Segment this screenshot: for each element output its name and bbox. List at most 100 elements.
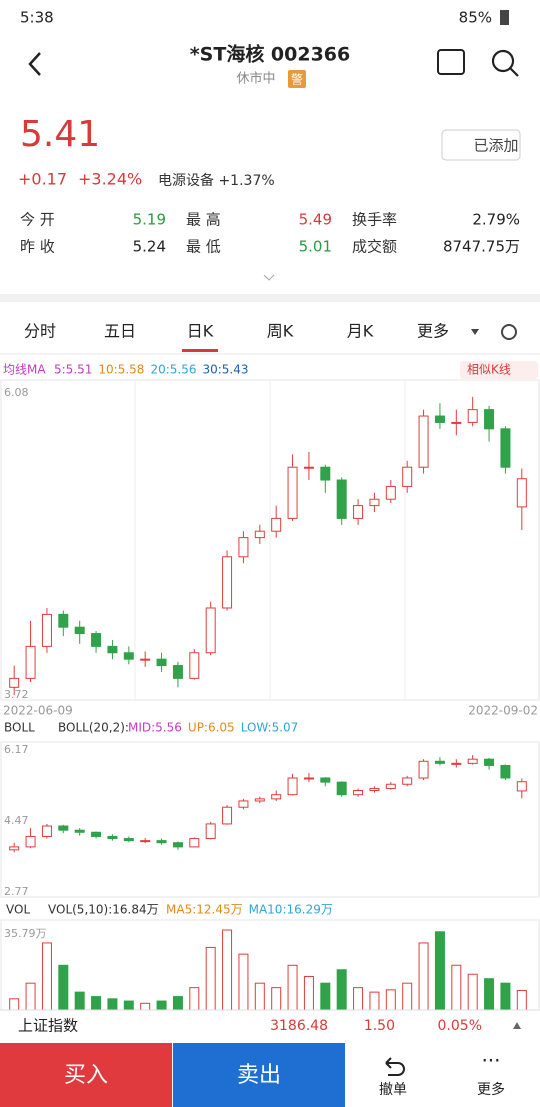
volume-bar <box>484 978 495 1011</box>
volume-bar <box>320 982 331 1011</box>
y-tick-label: 4.47 <box>4 814 29 827</box>
tab[interactable]: 月K <box>347 322 374 341</box>
watch-text: 已添加 <box>473 137 518 155</box>
cancel-icon[interactable] <box>385 1057 405 1076</box>
candle-body <box>402 466 413 487</box>
index-pct: 0.05% <box>438 1018 482 1034</box>
volume-bar <box>74 991 85 1011</box>
settings-button[interactable] <box>501 324 517 340</box>
tab[interactable]: 周K <box>267 322 294 341</box>
volume-bar <box>91 996 102 1011</box>
volume-bar <box>271 987 282 1011</box>
candle-body <box>254 798 265 802</box>
vol-label: VOL <box>6 903 30 917</box>
stock-title: *ST海核 002366 <box>190 43 351 66</box>
volume-bar <box>500 982 511 1011</box>
stats: 今 开 5.19 最 高 5.49 换手率 2.79% 昨 收 5.24 最 低 5.01 成交额 8… <box>20 211 520 256</box>
candle-body <box>172 842 183 848</box>
watch-button[interactable] <box>441 129 521 161</box>
change: +0.17 <box>18 170 67 189</box>
ma-label: 均线MA <box>3 363 46 377</box>
index-toggle[interactable] <box>513 1022 521 1029</box>
candle-body <box>205 823 216 840</box>
candle-body <box>336 479 347 519</box>
candle-body <box>484 409 495 430</box>
candle-body <box>25 835 36 848</box>
volume-bar <box>140 1002 151 1011</box>
sector[interactable]: 电源设备 +1.37% <box>158 172 275 189</box>
sell-button[interactable] <box>173 1043 345 1107</box>
candle-body <box>58 825 69 831</box>
candle-body <box>41 613 52 647</box>
stat-label: 今 开 <box>20 211 55 229</box>
volume-bar <box>123 1000 134 1011</box>
boll-params: BOLL(20,2): <box>58 721 129 735</box>
stat-label: 最 高 <box>186 211 221 229</box>
candle-body <box>238 537 249 558</box>
buy-button[interactable] <box>0 1043 172 1107</box>
candle-body <box>271 517 282 532</box>
battery-icon <box>500 10 509 25</box>
volume-bar <box>467 973 478 1011</box>
candle-body <box>467 409 478 423</box>
stock-bar-button[interactable] <box>437 49 465 75</box>
candle-body <box>500 428 511 468</box>
legend-item: UP:6.05 <box>188 721 235 735</box>
candle-body <box>238 800 249 808</box>
search-button[interactable] <box>491 49 515 73</box>
candle-body <box>123 838 134 842</box>
cancel-text[interactable]: 撤单 <box>379 1082 407 1098</box>
similar-text: 相似K线 <box>467 363 511 377</box>
index-bar <box>0 1010 540 1042</box>
candle-body <box>74 829 85 833</box>
candle-body <box>418 415 429 468</box>
candle-body <box>222 806 233 825</box>
search-handle <box>509 67 519 77</box>
more-icon[interactable]: ··· <box>481 1049 500 1073</box>
candle-body <box>418 760 429 779</box>
y-tick-label: 6.08 <box>4 386 29 399</box>
candle-body <box>205 607 216 654</box>
tab[interactable]: 日K <box>187 322 214 341</box>
candle-body <box>500 764 511 779</box>
boll-label: BOLL <box>4 721 35 735</box>
legend-item: MID:5.56 <box>128 721 182 735</box>
more-text[interactable]: 更多 <box>477 1081 505 1098</box>
candle-body <box>402 777 413 785</box>
stat-label: 成交额 <box>352 238 397 256</box>
candle-body <box>287 777 298 796</box>
index-change: 1.50 <box>364 1018 395 1034</box>
volume-bar <box>238 953 249 1011</box>
candle-body <box>254 530 265 539</box>
stat-value: 2.79% <box>472 211 520 229</box>
panel-frame <box>0 741 540 898</box>
x-end: 2022-09-02 <box>468 704 538 718</box>
volume-bar <box>41 942 52 1011</box>
divider <box>0 294 540 302</box>
volume-bar <box>418 942 429 1011</box>
stat-label: 换手率 <box>352 211 397 229</box>
stat-label: 最 低 <box>186 238 221 256</box>
legend-item: MA5:12.45万 <box>166 903 243 917</box>
candle-body <box>353 505 364 519</box>
expand-chevron[interactable] <box>263 274 275 281</box>
buy-text: 买入 <box>64 1063 108 1088</box>
legend-item: MA10:16.29万 <box>249 903 333 917</box>
candle-body <box>385 783 396 789</box>
candle-body <box>369 498 380 507</box>
back-button[interactable] <box>28 52 41 76</box>
volume-bar <box>353 987 364 1011</box>
volume-bar <box>189 987 200 1011</box>
candle-body <box>189 652 200 679</box>
candle-body <box>320 777 331 783</box>
index-name: 上证指数 <box>18 1017 78 1035</box>
tab[interactable]: 分时 <box>24 322 56 341</box>
volume-bar <box>369 991 380 1011</box>
tab[interactable]: 五日 <box>104 322 136 341</box>
stat-label: 昨 收 <box>20 238 55 256</box>
tab[interactable]: 更多 <box>417 322 449 341</box>
volume-bar <box>516 989 527 1011</box>
candle-body <box>156 840 167 844</box>
candle-body <box>303 777 314 780</box>
similar-button[interactable] <box>460 361 538 379</box>
